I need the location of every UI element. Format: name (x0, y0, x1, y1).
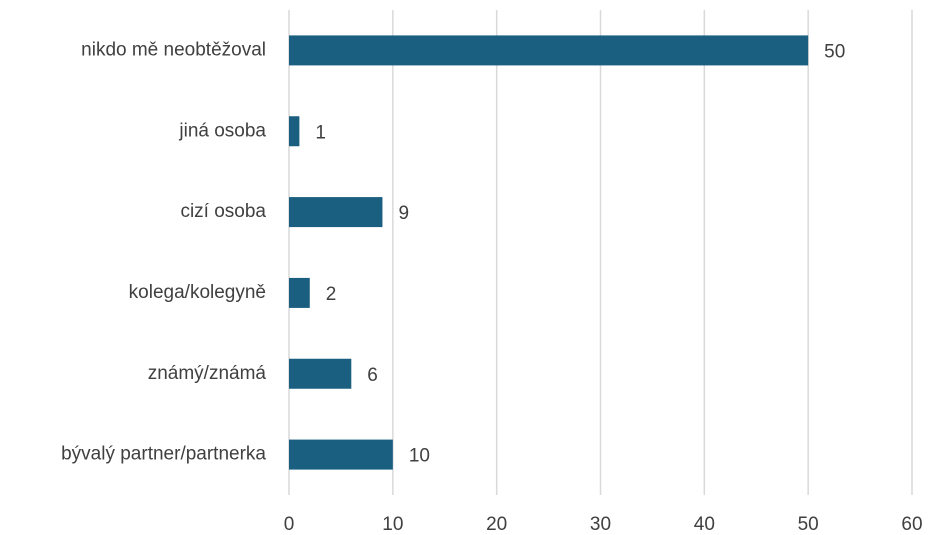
bar (289, 116, 300, 147)
bar (289, 439, 393, 470)
y-tick-label: nikdo mě neobtěžoval (81, 39, 266, 60)
data-label: 1 (315, 122, 326, 143)
x-tick-label: 40 (694, 514, 715, 535)
x-tick-label: 60 (901, 514, 922, 535)
data-label: 50 (824, 41, 845, 62)
y-tick-label: kolega/kolegyně (129, 282, 266, 303)
y-tick-label: bývalý partner/partnerka (61, 444, 266, 465)
data-label: 10 (409, 446, 430, 467)
bar (289, 35, 809, 66)
x-tick-label: 20 (486, 514, 507, 535)
bar (289, 358, 352, 389)
y-tick-label: jiná osoba (178, 120, 266, 141)
data-label: 2 (326, 284, 337, 305)
data-label: 6 (367, 365, 378, 386)
x-tick-label: 50 (798, 514, 819, 535)
x-tick-label: 0 (284, 514, 295, 535)
y-tick-label: známý/známá (148, 363, 267, 384)
data-label: 9 (398, 203, 409, 224)
y-tick-label: cizí osoba (180, 201, 266, 222)
x-tick-label: 10 (382, 514, 403, 535)
bar (289, 277, 310, 308)
bar (289, 197, 383, 228)
x-tick-label: 30 (590, 514, 611, 535)
